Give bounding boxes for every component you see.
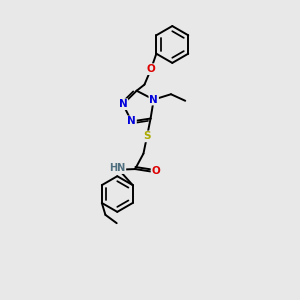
Text: N: N: [149, 94, 158, 105]
Text: O: O: [147, 64, 155, 74]
Text: S: S: [143, 131, 151, 141]
Text: O: O: [152, 167, 160, 176]
Text: N: N: [118, 99, 127, 109]
Text: HN: HN: [109, 163, 125, 173]
Text: N: N: [127, 116, 136, 126]
